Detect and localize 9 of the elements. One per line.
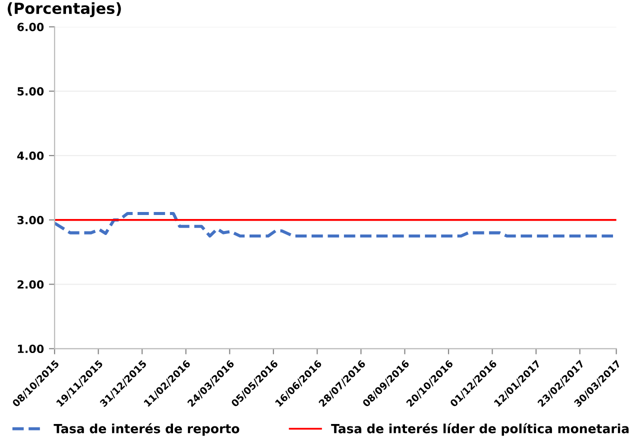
y-tick-label: 6.00 bbox=[17, 22, 44, 32]
y-tick-label: 3.00 bbox=[17, 216, 44, 224]
y-tick-label: 2.00 bbox=[18, 280, 44, 289]
legend-label: Tasa de interés de reporto bbox=[54, 423, 240, 436]
chart-title: (Porcentajes) bbox=[8, 2, 121, 18]
y-tick-label: 5.00 bbox=[18, 87, 44, 96]
legend-label: Tasa de interés líder de política monetaria bbox=[331, 423, 629, 436]
y-tick-label: 4.00 bbox=[17, 152, 44, 160]
y-tick-label: 1.00 bbox=[18, 344, 44, 354]
